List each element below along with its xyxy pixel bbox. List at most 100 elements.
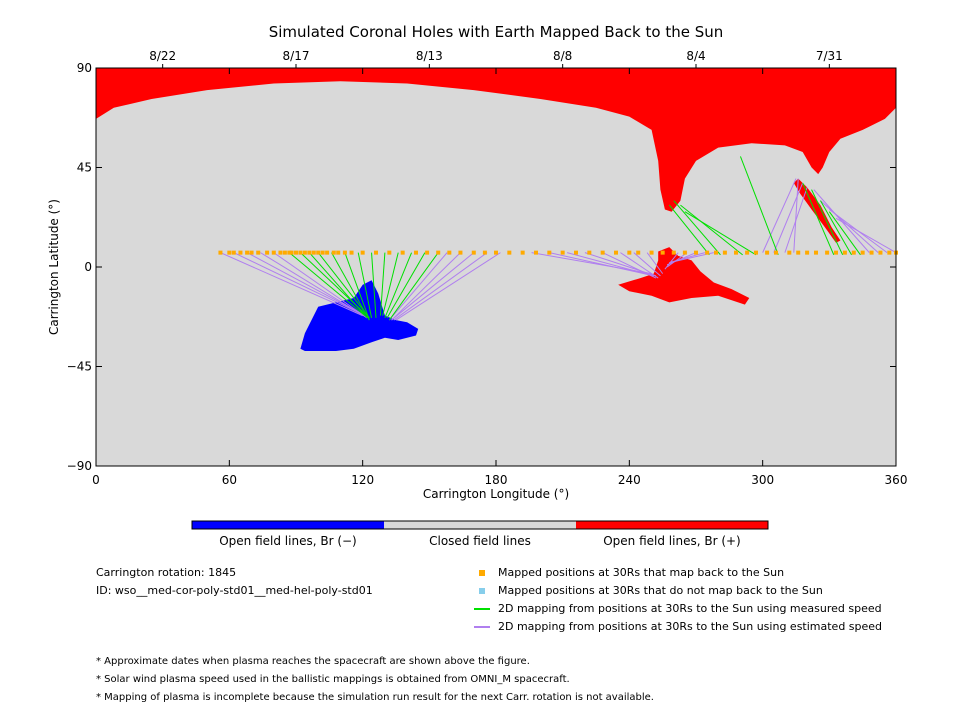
mapped-position-point-45 bbox=[614, 250, 618, 255]
mapped-position-point-38 bbox=[520, 250, 525, 255]
y-tick-label-4: 90 bbox=[77, 61, 92, 75]
measured-mapping-line-14 bbox=[673, 200, 721, 256]
measured-mapping-line-6 bbox=[357, 252, 373, 318]
mapped-position-point-1 bbox=[227, 250, 232, 255]
mapped-position-point-51 bbox=[682, 250, 687, 255]
date-tick-label-3: 8/8 bbox=[553, 49, 572, 63]
mapped-position-point-29 bbox=[414, 250, 418, 255]
note-speed: * Solar wind plasma speed used in the ba… bbox=[96, 674, 570, 685]
measured-mapping-line-3 bbox=[317, 252, 370, 319]
date-tick-label-2: 8/13 bbox=[416, 49, 443, 63]
x-tick-label-5: 300 bbox=[751, 473, 774, 487]
mapped-position-point-55 bbox=[722, 250, 727, 255]
measured-mapping-line-17 bbox=[739, 156, 779, 256]
mapped-position-point-33 bbox=[458, 250, 463, 255]
estimated-mapping-line-28 bbox=[820, 200, 879, 253]
measured-mapping-line-12 bbox=[388, 252, 439, 321]
estimated-mapping-line-2 bbox=[246, 252, 366, 317]
x-tick-label-3: 180 bbox=[485, 473, 508, 487]
mapped-position-point-59 bbox=[765, 250, 770, 255]
colorbar-segment-2 bbox=[576, 521, 768, 529]
mapped-position-point-50 bbox=[671, 250, 676, 255]
mapped-position-point-19 bbox=[320, 250, 325, 255]
mapped-position-point-69 bbox=[860, 250, 865, 255]
mapped-position-point-3 bbox=[238, 250, 243, 255]
mapped-position-point-71 bbox=[878, 250, 883, 255]
estimated-mapping-line-14 bbox=[602, 252, 657, 279]
mapped-position-point-64 bbox=[814, 250, 818, 255]
mapped-position-point-18 bbox=[316, 250, 321, 255]
mapped-position-point-25 bbox=[360, 250, 365, 255]
estimated-mapping-line-8 bbox=[393, 252, 488, 321]
y-tick-label-3: 45 bbox=[77, 161, 92, 175]
mapped-position-point-8 bbox=[271, 250, 276, 255]
legend-estimated: 2D mapping from positions at 30Rs to the… bbox=[498, 620, 883, 633]
mapped-position-point-10 bbox=[282, 250, 287, 255]
x-axis-label: Carrington Longitude (°) bbox=[423, 487, 569, 501]
chart-title: Simulated Coronal Holes with Earth Mappe… bbox=[269, 23, 724, 41]
date-tick-label-0: 8/22 bbox=[149, 49, 176, 63]
mapped-position-point-60 bbox=[774, 250, 778, 255]
axes: 0 60 120 180 240 300 360 −90 −45 0 45 90 8/22 8/17 8/1… bbox=[67, 49, 908, 487]
estimated-mapping-line-17 bbox=[646, 252, 664, 274]
mapped-position-point-56 bbox=[734, 250, 738, 255]
estimated-mapping-line-26 bbox=[793, 178, 799, 253]
carrington-rotation-info: Carrington rotation: 1845 bbox=[96, 566, 237, 579]
mapped-position-point-61 bbox=[787, 250, 792, 255]
measured-mapping-line-19 bbox=[811, 189, 844, 256]
mapped-position-point-43 bbox=[587, 250, 592, 255]
mapped-position-point-39 bbox=[534, 250, 538, 255]
measured-mapping-line-10 bbox=[384, 252, 413, 319]
mapped-position-point-27 bbox=[387, 250, 392, 255]
mapped-position-point-66 bbox=[834, 250, 838, 255]
mapped-position-point-42 bbox=[574, 250, 578, 255]
y-axis-label: Carrington Latitude (°) bbox=[47, 199, 61, 335]
measured-mapping-line-9 bbox=[382, 252, 399, 316]
mapped-position-point-70 bbox=[869, 250, 874, 255]
estimated-mapping-line-19 bbox=[666, 252, 688, 268]
mapped-position-point-31 bbox=[436, 250, 441, 255]
mapped-position-point-9 bbox=[278, 250, 283, 255]
estimated-mapping-line-6 bbox=[391, 252, 461, 321]
mapped-position-point-20 bbox=[325, 250, 330, 255]
mapped-position-point-41 bbox=[560, 250, 565, 255]
estimated-mapping-line-9 bbox=[395, 252, 501, 321]
estimated-mapping-line-24 bbox=[773, 182, 804, 253]
estimated-mapping-line-16 bbox=[633, 252, 661, 277]
y-tick-label-0: −90 bbox=[67, 459, 92, 473]
x-tick-label-4: 240 bbox=[618, 473, 641, 487]
measured-mapping-line-15 bbox=[680, 204, 743, 256]
estimated-mapping-line-15 bbox=[620, 252, 659, 279]
mapped-position-point-26 bbox=[374, 250, 378, 255]
mapped-position-point-24 bbox=[349, 250, 354, 255]
mapped-position-point-47 bbox=[636, 250, 641, 255]
mapped-position-point-28 bbox=[400, 250, 405, 255]
colorbar-label-2: Open field lines, Br (+) bbox=[603, 534, 741, 548]
date-tick-label-4: 8/4 bbox=[686, 49, 705, 63]
mapped-position-point-46 bbox=[627, 250, 632, 255]
mapped-position-point-37 bbox=[507, 250, 512, 255]
mapped-position-point-40 bbox=[547, 250, 552, 255]
mapped-position-point-11 bbox=[287, 250, 292, 255]
legend-symbol-0 bbox=[479, 570, 485, 576]
y-tick-label-2: 0 bbox=[84, 260, 92, 274]
measured-mapping-line-4 bbox=[331, 252, 370, 321]
mapped-position-point-58 bbox=[754, 250, 758, 255]
mapped-position-point-12 bbox=[289, 250, 294, 255]
legend-measured: 2D mapping from positions at 30Rs to the… bbox=[498, 602, 882, 615]
date-tick-label-5: 7/31 bbox=[816, 49, 843, 63]
mapped-position-point-72 bbox=[887, 250, 892, 255]
date-tick-label-1: 8/17 bbox=[283, 49, 310, 63]
estimated-mapping-line-30 bbox=[835, 217, 897, 254]
estimated-mapping-line-4 bbox=[273, 252, 368, 319]
measured-mapping-line-18 bbox=[802, 182, 835, 256]
mapped-position-point-34 bbox=[471, 250, 476, 255]
note-dates: * Approximate dates when plasma reaches … bbox=[96, 656, 530, 667]
y-tick-label-1: −45 bbox=[67, 360, 92, 374]
legend-mapped: Mapped positions at 30Rs that map back t… bbox=[498, 566, 785, 579]
mapped-position-point-49 bbox=[660, 250, 665, 255]
legend-symbols bbox=[474, 570, 490, 628]
mapped-position-point-6 bbox=[256, 250, 261, 255]
mapped-position-point-48 bbox=[649, 250, 654, 255]
mapped-position-point-2 bbox=[231, 250, 236, 255]
